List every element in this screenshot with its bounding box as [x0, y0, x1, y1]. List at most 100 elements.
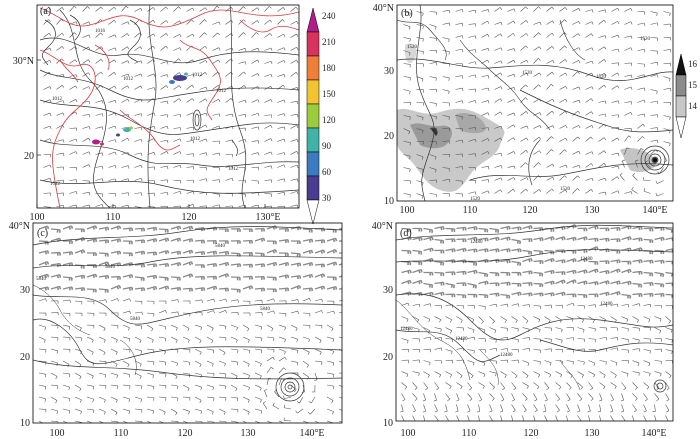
- wind-barb: [242, 360, 250, 367]
- wind-barb: [401, 382, 408, 390]
- panel-d-y-tick: 20: [383, 352, 393, 363]
- wind-barb: [555, 279, 566, 285]
- wind-barb: [665, 237, 673, 242]
- wind-barb: [56, 112, 65, 116]
- wind-barb: [264, 6, 272, 12]
- wind-barb: [650, 62, 659, 66]
- wind-barb: [134, 85, 143, 90]
- wind-barb: [194, 264, 205, 268]
- wind-barb: [455, 8, 464, 13]
- wind-barb: [546, 176, 555, 181]
- wind-barb: [242, 275, 253, 280]
- wind-barb: [467, 269, 478, 274]
- wind-barb: [429, 127, 437, 132]
- wind-barb: [95, 204, 104, 208]
- wind-barb: [643, 393, 648, 402]
- wind-barb: [108, 20, 117, 25]
- wind-barb: [74, 300, 83, 305]
- wind-barb: [456, 282, 467, 287]
- wind-barb: [598, 84, 607, 90]
- wind-barb: [43, 177, 52, 182]
- wind-barb: [170, 286, 182, 292]
- wind-barb: [481, 138, 490, 142]
- wind-barb: [158, 408, 166, 415]
- wind-barb: [121, 21, 130, 25]
- wind-barb: [566, 302, 575, 307]
- wind-barb: [598, 150, 607, 155]
- wind-barb: [621, 360, 629, 364]
- wind-barb: [445, 382, 452, 390]
- wind-barb: [621, 159, 626, 168]
- wind-barb: [251, 7, 260, 12]
- wind-barb: [511, 359, 519, 364]
- wind-barb: [230, 263, 242, 268]
- wind-barb: [555, 271, 566, 275]
- wind-barb: [572, 165, 581, 169]
- colorbar-a-tick: 180: [322, 63, 336, 73]
- wind-barb: [489, 382, 495, 390]
- wind-barb: [559, 189, 568, 194]
- wind-barb: [283, 404, 292, 410]
- wind-barb: [533, 316, 541, 323]
- wind-barb: [467, 236, 478, 241]
- wind-barb: [577, 360, 585, 365]
- wind-barb: [555, 382, 562, 390]
- wind-barb: [520, 59, 529, 64]
- wind-barb: [307, 408, 316, 415]
- wind-barb: [585, 9, 594, 13]
- wind-barb: [95, 113, 104, 117]
- wind-barb: [290, 59, 299, 64]
- wind-barb: [56, 152, 65, 157]
- panel-a-contour-label: 1012: [123, 77, 134, 82]
- wind-barb: [302, 420, 310, 423]
- wind-barb: [577, 327, 585, 333]
- wind-barb: [98, 396, 106, 403]
- wind-barb: [95, 193, 103, 197]
- wind-barb: [611, 34, 620, 39]
- panel-b-colorbar-ticks: 16 15 14: [688, 59, 698, 111]
- wind-barb: [238, 19, 246, 25]
- wind-barb: [585, 189, 594, 194]
- wind-barb: [158, 372, 167, 377]
- wind-barb: [326, 384, 335, 390]
- panel-c-x-tick: 100: [50, 428, 65, 439]
- wind-barb: [585, 163, 594, 168]
- wind-barb: [481, 20, 490, 25]
- wind-barb: [38, 408, 47, 413]
- wind-barb: [314, 285, 326, 290]
- wind-barb: [588, 382, 594, 391]
- wind-barb: [650, 11, 658, 17]
- wind-barb: [598, 113, 607, 118]
- colorbar-a-swatch: [306, 79, 320, 105]
- colorbar-a-swatch: [306, 175, 320, 201]
- wind-barb: [588, 327, 596, 332]
- wind-barb: [507, 151, 516, 155]
- wind-barb: [158, 384, 167, 389]
- wind-barb: [170, 250, 182, 255]
- wind-barb: [481, 127, 490, 131]
- colorbar-a-swatch: [306, 199, 320, 225]
- wind-barb: [186, 74, 195, 78]
- wind-barb: [194, 384, 202, 391]
- wind-barb: [544, 236, 555, 241]
- wind-barb: [566, 327, 574, 331]
- wind-barb: [170, 360, 178, 367]
- wind-barb: [654, 259, 665, 264]
- wind-barb: [277, 113, 286, 117]
- wind-barb: [577, 305, 585, 309]
- wind-barb: [326, 324, 334, 332]
- wind-barb: [455, 75, 464, 79]
- wind-barb: [442, 37, 450, 43]
- panel-b-coastlines: [397, 19, 586, 131]
- wind-barb: [326, 372, 335, 378]
- wind-barb: [511, 316, 518, 323]
- wind-barb: [38, 396, 47, 402]
- wind-barb: [242, 372, 250, 379]
- panel-a-pressure-contours: [39, 5, 299, 208]
- wind-barb: [82, 180, 90, 185]
- wind-barb: [572, 175, 580, 181]
- wind-barb: [160, 20, 169, 25]
- wind-barb: [251, 20, 260, 25]
- wind-barb: [212, 167, 220, 171]
- wind-barb: [632, 282, 643, 288]
